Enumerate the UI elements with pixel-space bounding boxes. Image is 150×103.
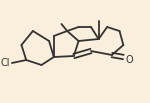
Text: O: O [125, 55, 133, 65]
Text: Cl: Cl [1, 58, 10, 68]
